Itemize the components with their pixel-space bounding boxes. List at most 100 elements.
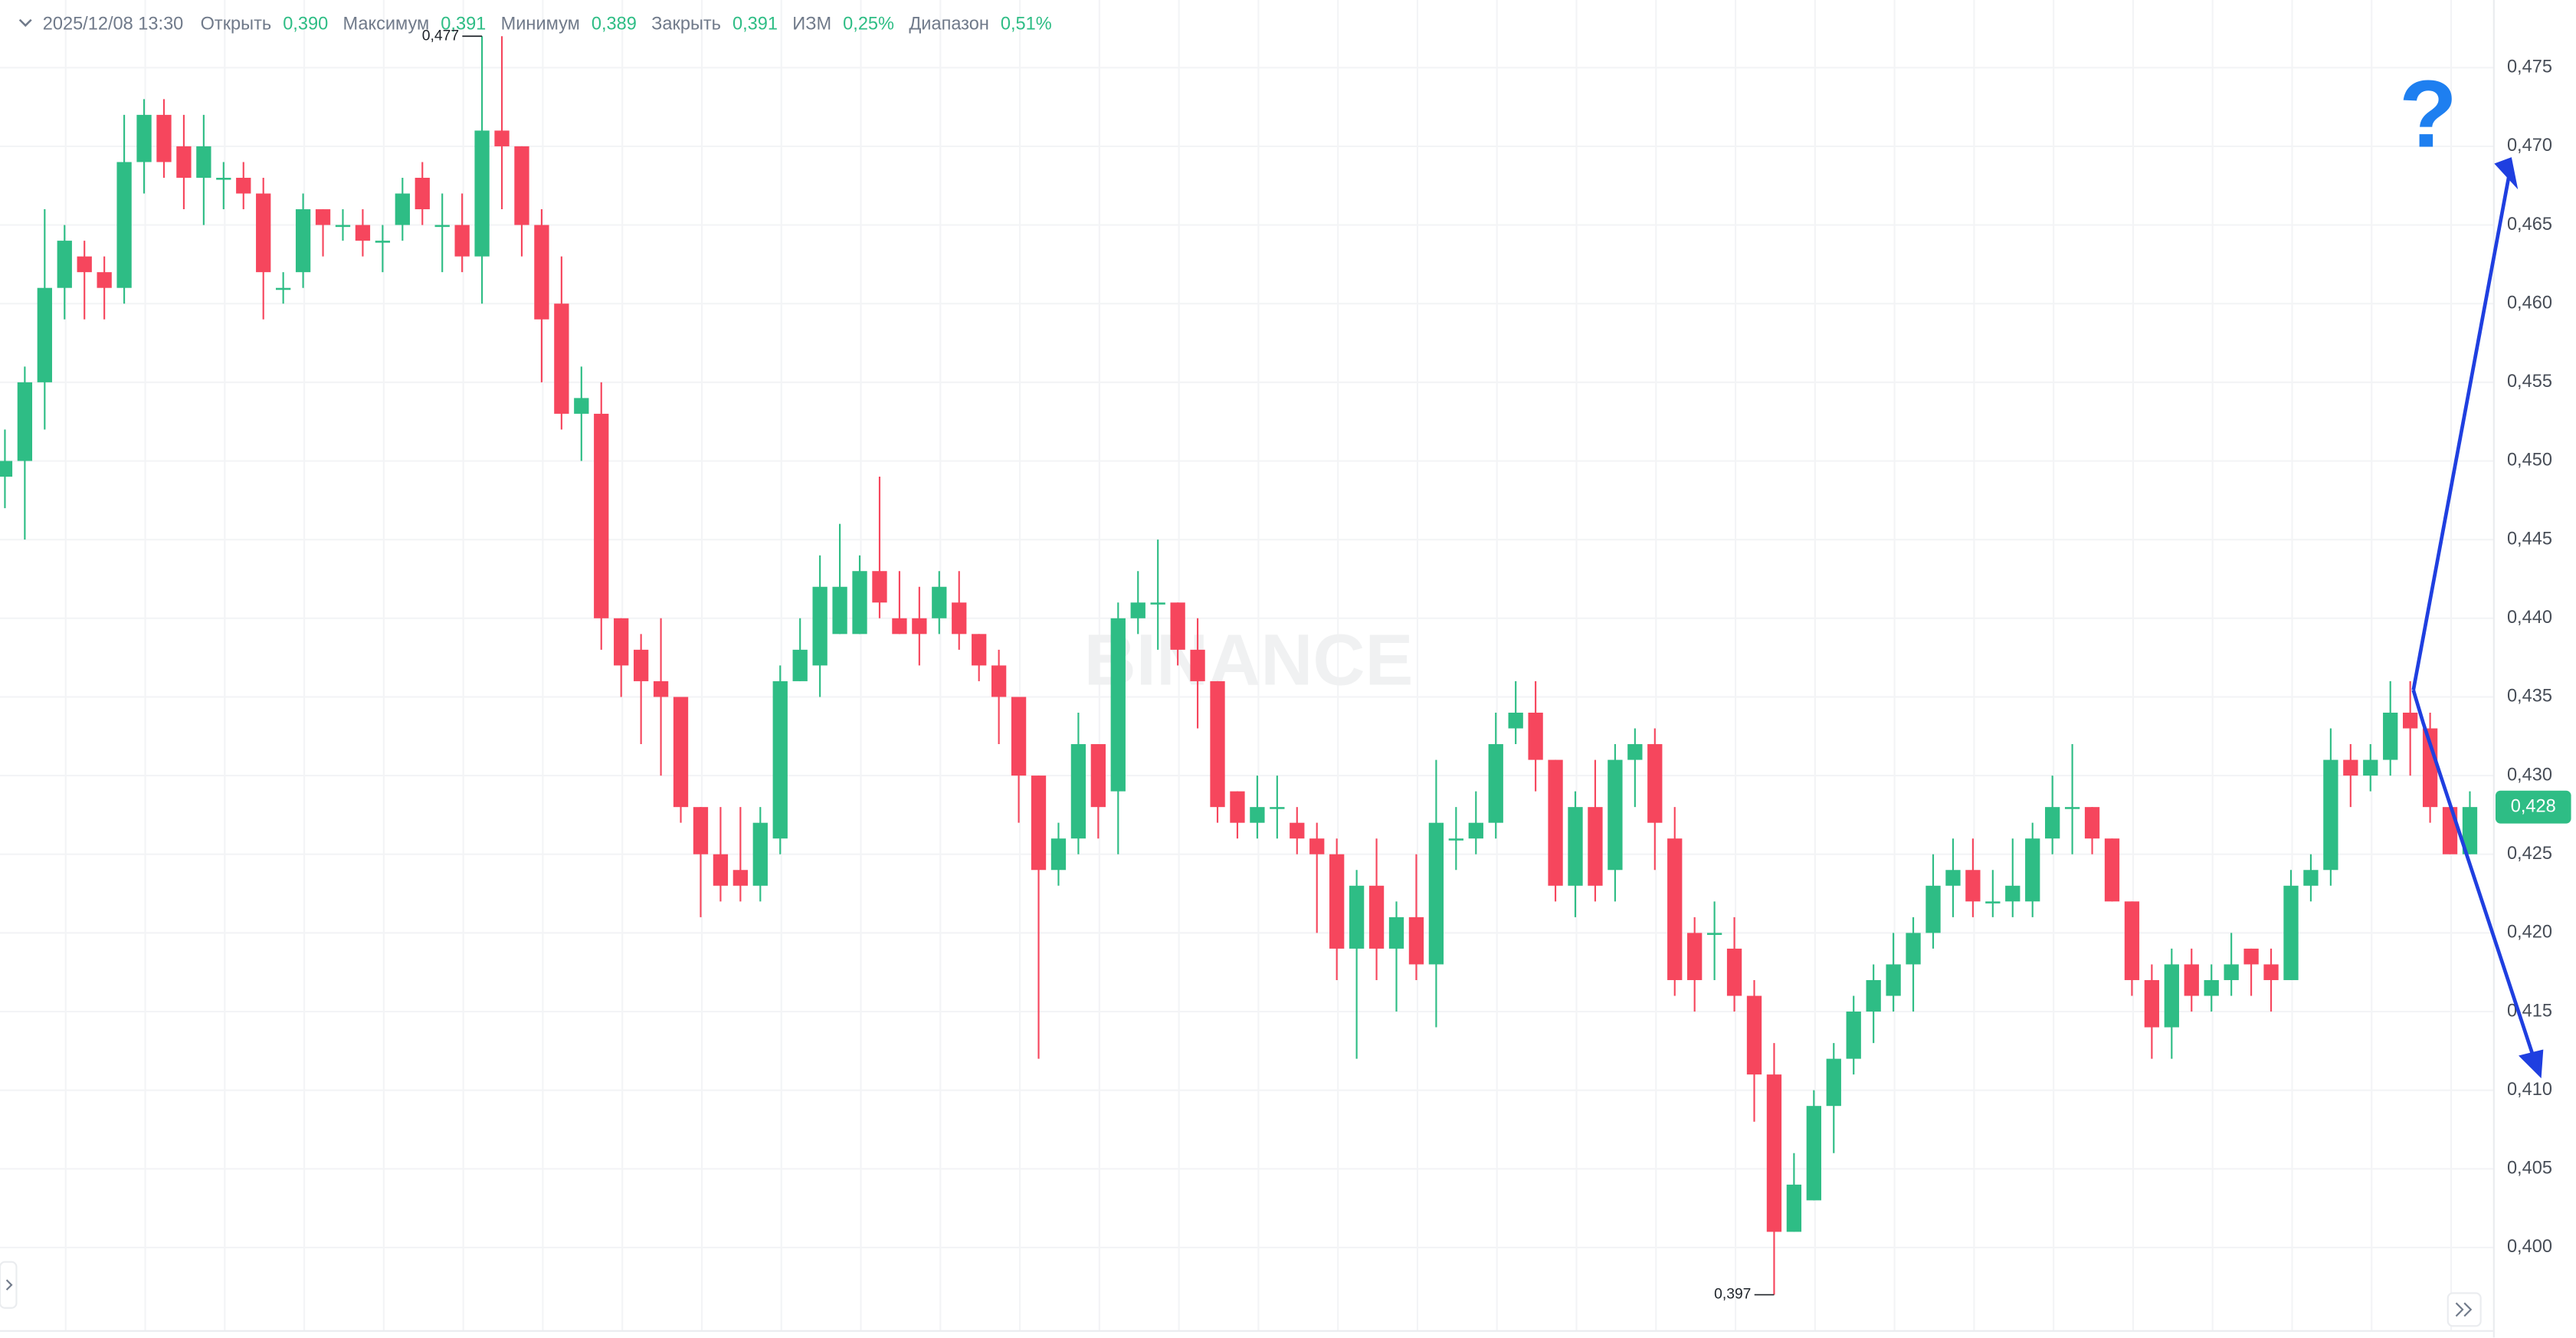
candle-body xyxy=(832,586,847,635)
candle-body xyxy=(1588,807,1603,886)
y-tick-label: 0,405 xyxy=(2507,1158,2552,1178)
candle-body xyxy=(256,193,271,273)
y-tick-label: 0,450 xyxy=(2507,450,2552,470)
header-label: ИЗМ xyxy=(792,13,831,33)
candle-body xyxy=(792,649,808,681)
candle-body xyxy=(1368,885,1385,949)
candle-body xyxy=(1270,807,1285,809)
ohlc-header: 2025/12/08 13:30 Открыть 0,390 Максимум 0,3… xyxy=(18,13,1052,33)
candle-body xyxy=(1866,979,1881,1012)
candle-body xyxy=(295,209,311,273)
y-tick-label: 0,435 xyxy=(2507,686,2552,706)
candle-body xyxy=(932,586,947,618)
candle-body xyxy=(116,162,132,288)
candle-body xyxy=(57,241,72,288)
candle-body xyxy=(2462,807,2478,854)
arrow-head xyxy=(2494,157,2519,190)
header-value: 0,390 xyxy=(283,13,328,33)
y-tick-label: 0,460 xyxy=(2507,292,2552,312)
candle-body xyxy=(1070,744,1086,839)
arrow-head xyxy=(2519,1049,2544,1079)
candle-body xyxy=(633,649,649,681)
candle-body xyxy=(375,241,391,243)
candle-body xyxy=(17,382,33,461)
collapse-icon[interactable] xyxy=(18,18,32,28)
candle-body xyxy=(1250,807,1265,823)
candle-body xyxy=(1488,744,1503,823)
candle-body xyxy=(574,398,589,414)
candle-body xyxy=(892,618,907,635)
grid xyxy=(0,0,2494,1331)
candle-body xyxy=(1170,602,1185,650)
arrow-up xyxy=(2411,177,2511,690)
candle-body xyxy=(474,130,490,257)
candle-body xyxy=(1011,697,1027,776)
left-panel-icon xyxy=(5,1279,13,1290)
candle-body xyxy=(1766,1074,1782,1232)
candle-body xyxy=(1906,933,1921,965)
candle-body xyxy=(1388,917,1404,949)
scroll-buttons xyxy=(0,1261,2482,1327)
scroll-right-button[interactable] xyxy=(2447,1292,2482,1327)
extreme-marker-label: 0,477 xyxy=(422,28,459,44)
candle-body xyxy=(772,680,788,839)
candle-body xyxy=(2422,728,2438,808)
candle-body xyxy=(852,571,867,635)
candle-body xyxy=(693,807,709,854)
y-tick-label: 0,440 xyxy=(2507,607,2552,627)
candle-body xyxy=(395,193,410,225)
candle-body xyxy=(653,680,669,697)
candle-body xyxy=(952,602,967,635)
candle-body xyxy=(2104,838,2120,902)
candle-body xyxy=(1945,870,1961,886)
candle-body xyxy=(1746,995,1762,1075)
candle-body xyxy=(434,225,450,228)
y-tick-label: 0,430 xyxy=(2507,764,2552,784)
candle-body xyxy=(1846,1012,1861,1059)
candle-body xyxy=(216,177,231,180)
candle-body xyxy=(2025,838,2040,902)
candle-body xyxy=(1110,618,1126,792)
candle-body xyxy=(415,177,430,210)
scroll-right-icon xyxy=(2455,1302,2473,1317)
candle-body xyxy=(1090,744,1106,808)
candle-body xyxy=(2323,759,2338,871)
candle-body xyxy=(1230,791,1245,823)
candle-body xyxy=(1886,964,1901,996)
candle-body xyxy=(514,146,529,225)
candle-body xyxy=(37,287,52,382)
candle-body xyxy=(2005,885,2020,902)
candle-body xyxy=(1667,838,1683,980)
candle-body xyxy=(1309,838,1325,854)
candle-body xyxy=(1349,885,1365,949)
candle-body xyxy=(1687,933,1703,980)
candle-body xyxy=(1130,602,1145,618)
candle-body xyxy=(2124,901,2140,980)
candle-body xyxy=(872,571,887,603)
candle-body xyxy=(673,697,689,808)
y-tick-label: 0,415 xyxy=(2507,1000,2552,1020)
candle-body xyxy=(236,177,251,194)
candles xyxy=(0,36,2478,1295)
left-panel-button[interactable] xyxy=(0,1261,18,1309)
candle-body xyxy=(594,413,609,618)
y-tick-label: 0,400 xyxy=(2507,1236,2552,1256)
candle-body xyxy=(355,225,371,241)
candle-body xyxy=(275,287,291,290)
candle-body xyxy=(732,870,749,886)
candle-body xyxy=(614,618,629,666)
header-label: Минимум xyxy=(501,13,580,33)
y-tick-label: 0,470 xyxy=(2507,135,2552,155)
candle-body xyxy=(2045,807,2060,839)
candle-body xyxy=(2403,712,2418,729)
y-tick-label: 0,420 xyxy=(2507,922,2552,942)
candle-body xyxy=(454,225,470,257)
candle-body xyxy=(1726,948,1742,996)
extreme-marker-label: 0,397 xyxy=(1714,1287,1751,1303)
candle-body xyxy=(494,130,510,146)
candle-body xyxy=(2144,979,2160,1028)
candle-body xyxy=(1468,822,1483,839)
candle-body xyxy=(1568,807,1583,886)
header-value: 0,389 xyxy=(592,13,637,33)
